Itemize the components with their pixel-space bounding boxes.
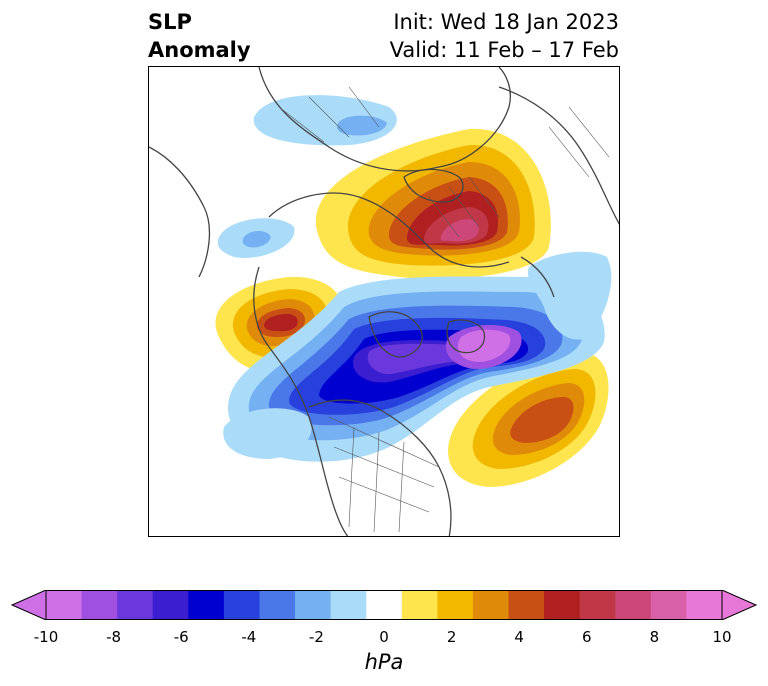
colorbar-swatch — [401, 590, 438, 620]
colorbar-tick-label: -6 — [173, 628, 189, 646]
init-date: Init: Wed 18 Jan 2023 — [393, 10, 619, 34]
colorbar-swatch — [366, 590, 403, 620]
colorbar-tick-label: -2 — [308, 628, 324, 646]
colorbar-tick-label: -4 — [241, 628, 257, 646]
forecast-dates: Init: Wed 18 Jan 2023 Valid: 11 Feb – 17… — [390, 8, 619, 64]
valid-range: Valid: 11 Feb – 17 Feb — [389, 38, 619, 62]
colorbar-extend-high — [721, 590, 758, 620]
colorbar-extend-low — [10, 590, 47, 620]
colorbar-swatch — [295, 590, 332, 620]
colorbar-swatch — [472, 590, 510, 620]
colorbar-swatch — [188, 590, 225, 620]
colorbar-tick-label: 8 — [649, 628, 660, 646]
colorbar-swatch — [46, 590, 83, 620]
title-line-2: Anomaly — [148, 38, 251, 62]
colorbar-tick-label: 6 — [582, 628, 592, 646]
map-title: SLP Anomaly — [148, 8, 251, 64]
title-line-1: SLP — [148, 10, 192, 34]
colorbar-swatch — [579, 590, 616, 620]
colorbar-tick-label: 10 — [712, 628, 732, 646]
colorbar-swatch — [81, 590, 118, 620]
colorbar-swatch — [544, 590, 581, 620]
colorbar-swatch — [117, 590, 154, 620]
colorbar-swatch — [152, 590, 189, 620]
colorbar-swatch — [259, 590, 296, 620]
low-anomaly-canada — [228, 276, 605, 462]
anomaly-map — [148, 66, 620, 537]
colorbar-swatch — [508, 590, 545, 620]
colorbar — [10, 590, 758, 620]
colorbar-swatch — [615, 590, 652, 620]
colorbar-swatch — [437, 590, 474, 620]
colorbar-swatch — [650, 590, 687, 620]
colorbar-tick-label: 4 — [514, 628, 524, 646]
colorbar-border — [45, 590, 723, 620]
colorbar-tick-label: 0 — [379, 628, 389, 646]
colorbar-swatch — [223, 590, 260, 620]
colorbar-units: hPa — [364, 650, 404, 674]
colorbar-swatch — [330, 590, 367, 620]
colorbar-tick-label: 2 — [446, 628, 457, 646]
borders — [278, 86, 610, 533]
high-anomaly-arctic — [315, 128, 551, 279]
map-svg — [149, 67, 619, 536]
high-anomaly-atlantic — [448, 352, 609, 487]
coastlines — [149, 67, 619, 536]
colorbar-tick-label: -10 — [33, 628, 59, 646]
colorbar-tick-label: -8 — [106, 628, 122, 646]
colorbar-swatch — [686, 590, 723, 620]
